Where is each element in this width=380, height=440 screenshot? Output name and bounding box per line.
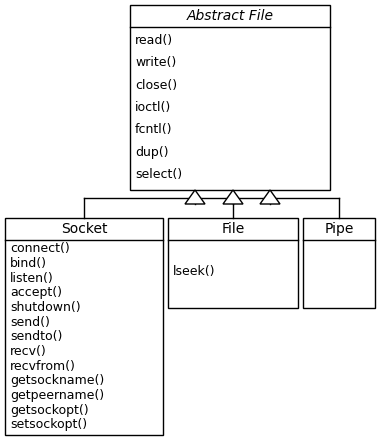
Text: getpeername(): getpeername()	[10, 389, 104, 402]
Text: fcntl(): fcntl()	[135, 123, 173, 136]
Text: setsockopt(): setsockopt()	[10, 418, 87, 431]
Bar	[303, 218, 375, 308]
Text: listen(): listen()	[10, 271, 54, 285]
Text: Abstract File: Abstract File	[187, 9, 274, 23]
Text: recvfrom(): recvfrom()	[10, 359, 76, 373]
Text: getsockname(): getsockname()	[10, 374, 104, 387]
Polygon shape	[223, 190, 243, 204]
Polygon shape	[185, 190, 205, 204]
Text: connect(): connect()	[10, 242, 70, 255]
Text: send(): send()	[10, 315, 50, 329]
Text: getsockopt(): getsockopt()	[10, 403, 89, 417]
Text: Pipe: Pipe	[324, 222, 354, 236]
Text: read(): read()	[135, 34, 173, 47]
Text: ioctl(): ioctl()	[135, 101, 171, 114]
Bar	[168, 218, 298, 308]
Text: accept(): accept()	[10, 286, 62, 299]
Text: write(): write()	[135, 56, 176, 69]
Text: sendto(): sendto()	[10, 330, 62, 343]
Bar	[130, 5, 330, 190]
Bar	[5, 218, 163, 435]
Text: close(): close()	[135, 79, 177, 92]
Text: recv(): recv()	[10, 345, 47, 358]
Text: bind(): bind()	[10, 257, 47, 270]
Text: Socket: Socket	[61, 222, 107, 236]
Text: shutdown(): shutdown()	[10, 301, 81, 314]
Text: lseek(): lseek()	[173, 265, 215, 278]
Polygon shape	[260, 190, 280, 204]
Text: dup(): dup()	[135, 146, 168, 158]
Text: File: File	[222, 222, 245, 236]
Text: select(): select()	[135, 168, 182, 181]
